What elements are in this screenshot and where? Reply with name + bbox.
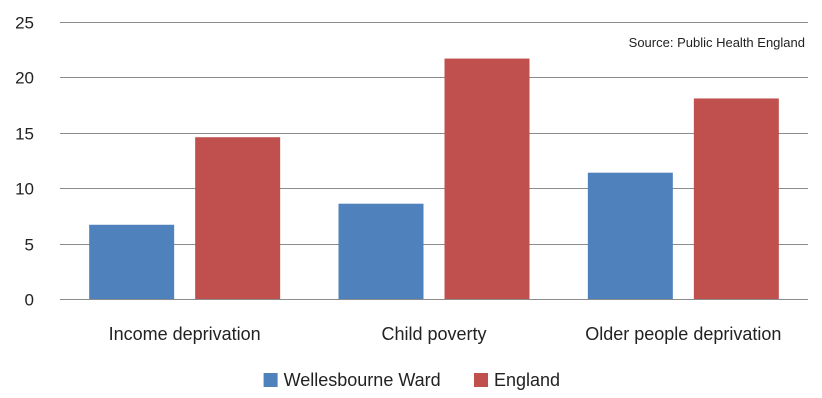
legend-label: England — [494, 370, 560, 390]
legend-swatch — [474, 373, 488, 387]
y-tick-label: 10 — [15, 180, 34, 199]
legend-label: Wellesbourne Ward — [284, 370, 441, 390]
bars — [89, 58, 779, 300]
bar — [587, 172, 673, 299]
legend-swatch — [263, 373, 278, 387]
y-axis-tick-labels: 0 5 10 15 20 25 — [15, 14, 34, 310]
legend: Wellesbourne Ward England — [263, 370, 560, 390]
bar — [195, 137, 281, 299]
y-tick-label: 5 — [25, 236, 34, 255]
x-category-label: Older people deprivation — [585, 324, 781, 344]
x-axis-category-labels: Income deprivation Child poverty Older peo… — [109, 324, 782, 344]
y-tick-label: 0 — [25, 291, 34, 310]
x-category-label: Child poverty — [381, 324, 486, 344]
bar — [89, 224, 175, 299]
y-tick-label: 15 — [15, 125, 34, 144]
gridlines — [60, 22, 808, 300]
bar — [693, 98, 779, 300]
x-category-label: Income deprivation — [109, 324, 261, 344]
bar — [444, 58, 530, 300]
y-tick-label: 20 — [15, 69, 34, 88]
y-tick-label: 25 — [15, 14, 34, 33]
source-note: Source: Public Health England — [629, 35, 805, 50]
bar — [338, 203, 424, 299]
